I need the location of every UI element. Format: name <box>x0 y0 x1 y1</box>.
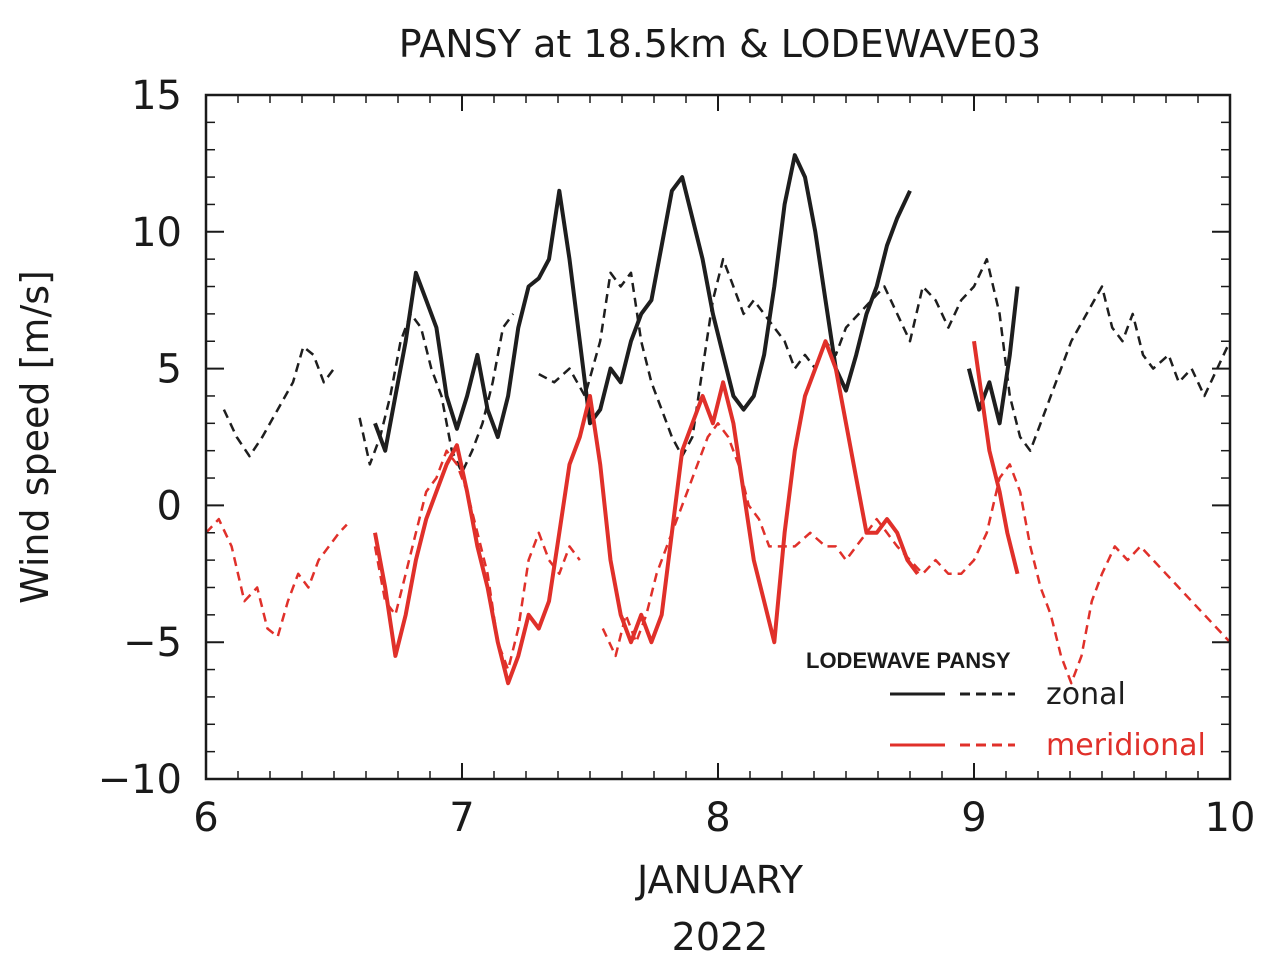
y-tick-label: 5 <box>157 347 182 393</box>
series-line-pansy-meridional <box>205 517 348 638</box>
y-tick-label: −10 <box>98 757 182 803</box>
x-tick-label: 6 <box>193 795 218 841</box>
series-lodewave-zonal <box>373 153 1020 453</box>
y-tick-label: 10 <box>131 210 182 256</box>
x-tick-label: 7 <box>449 795 474 841</box>
y-axis-label: Wind speed [m/s] <box>13 270 57 604</box>
x-tick-label: 8 <box>705 795 730 841</box>
series-line-lodewave-meridional <box>972 340 1020 575</box>
x-tick-label: 9 <box>961 795 986 841</box>
series-pansy-zonal <box>222 257 1232 474</box>
series-lodewave-meridional <box>373 339 1020 686</box>
chart-title: PANSY at 18.5km & LODEWAVE03 <box>399 22 1041 66</box>
y-tick-label: −5 <box>123 620 182 666</box>
x-tick-label: 10 <box>1205 795 1256 841</box>
series-line-pansy-zonal <box>222 345 336 458</box>
plot-area <box>205 153 1232 686</box>
series-line-pansy-meridional <box>601 422 1231 685</box>
series-line-lodewave-zonal <box>373 153 912 453</box>
x-axis-label-month: JANUARY <box>635 858 804 902</box>
axis-ticks: 6 7 8 9 10 −10 −5 0 5 10 15 <box>98 73 1256 841</box>
series-line-pansy-zonal <box>538 257 1232 458</box>
legend: LODEWAVE PANSY zonal meridional <box>806 648 1206 763</box>
series-line-lodewave-meridional <box>373 339 920 686</box>
series-line-pansy-meridional <box>373 449 581 671</box>
legend-zonal-label: zonal <box>1046 677 1126 712</box>
series-line-pansy-zonal <box>358 312 515 474</box>
y-tick-label: 15 <box>131 73 182 119</box>
series-line-lodewave-zonal <box>966 286 1020 426</box>
series-pansy-meridional <box>205 422 1231 685</box>
x-axis-label-year: 2022 <box>672 915 769 959</box>
y-tick-label: 0 <box>157 483 182 529</box>
legend-meridional-label: meridional <box>1046 728 1206 763</box>
legend-header: LODEWAVE PANSY <box>806 648 1011 673</box>
